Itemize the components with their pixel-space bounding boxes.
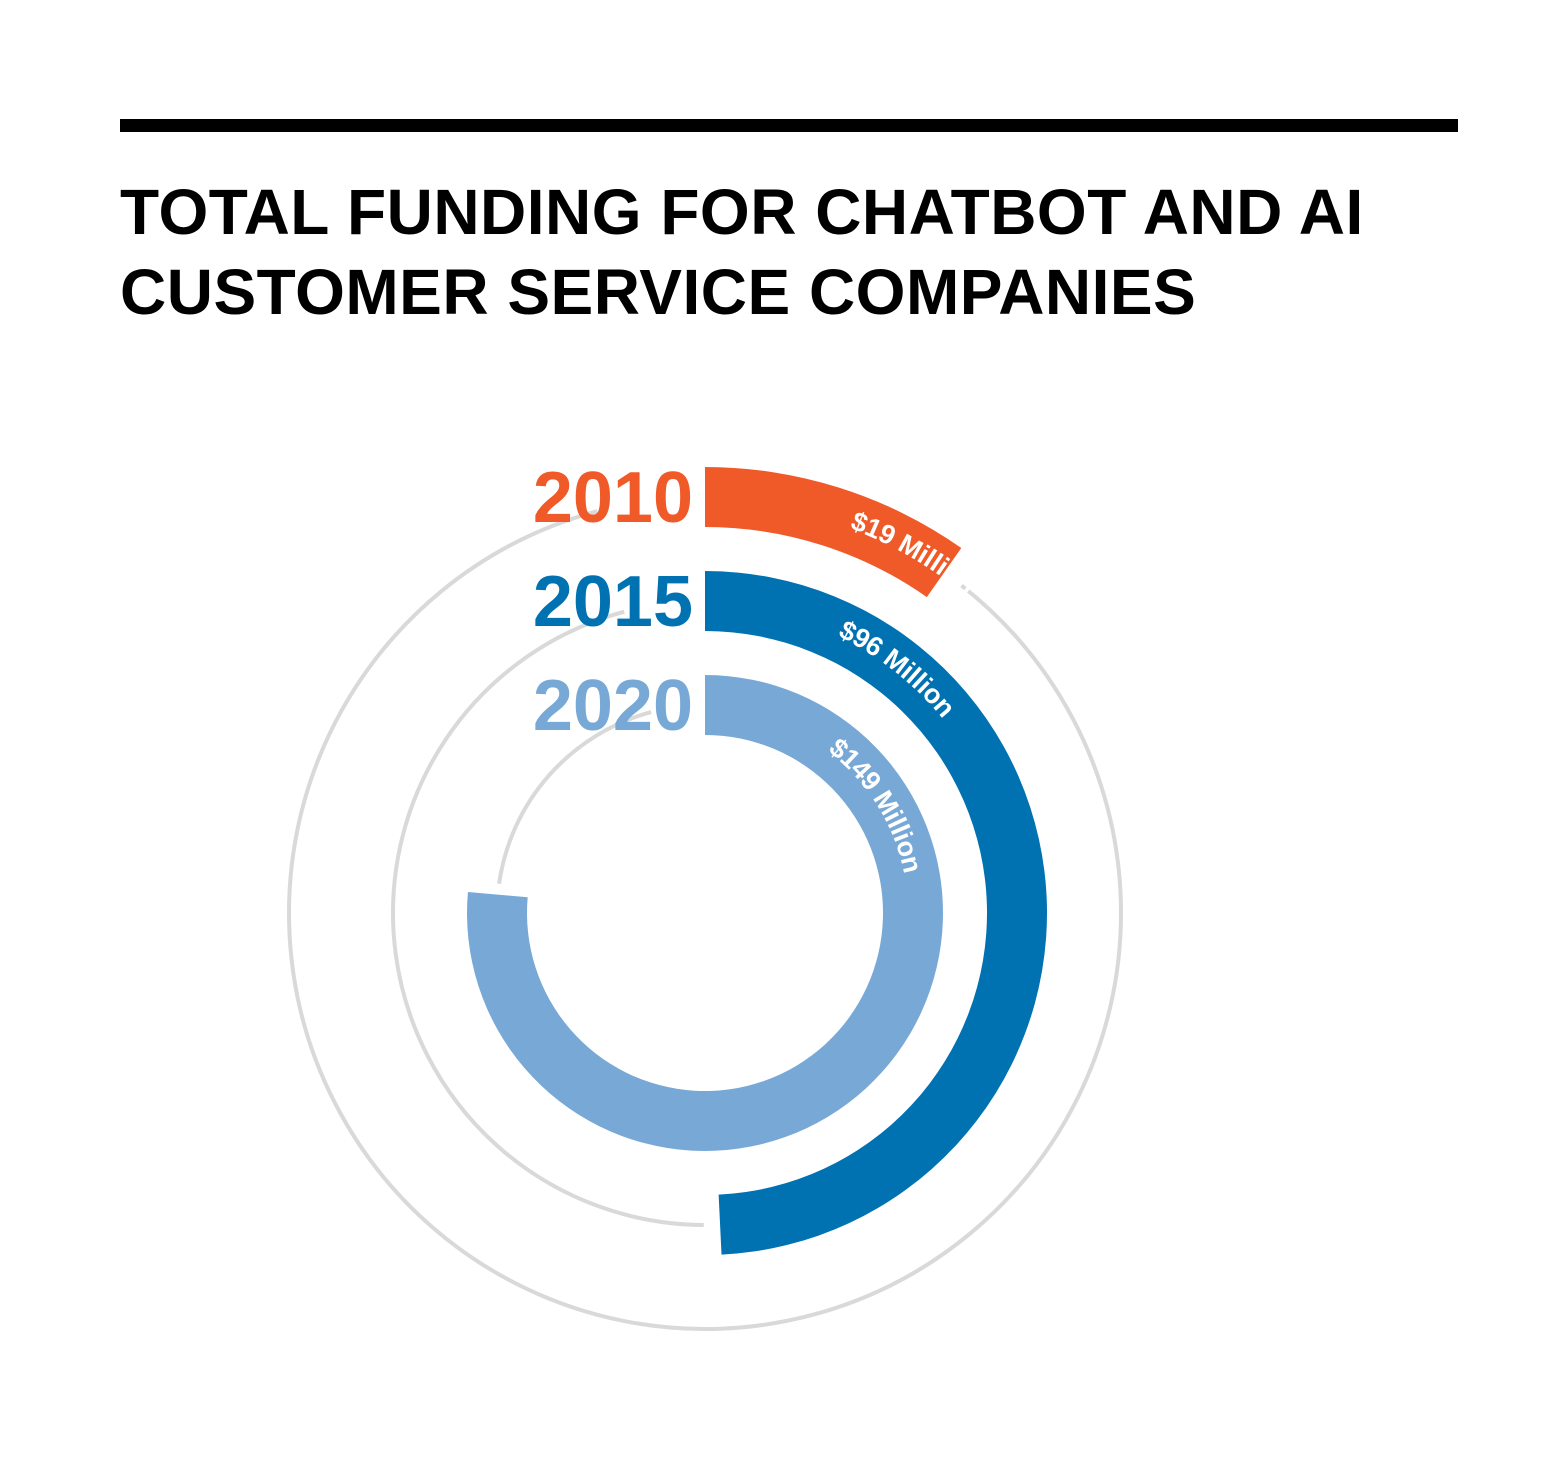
chart-title-line-2: CUSTOMER SERVICE COMPANIES	[120, 256, 1197, 328]
chart-title-line-1: TOTAL FUNDING FOR CHATBOT AND AI	[120, 176, 1364, 248]
year-label-2015: 2015	[533, 562, 693, 642]
year-label-2020: 2020	[533, 666, 693, 746]
year-label-2010: 2010	[533, 458, 693, 538]
chart-title: TOTAL FUNDING FOR CHATBOT AND AI CUSTOME…	[120, 172, 1460, 332]
track-2015	[391, 609, 704, 1227]
track-2020	[497, 710, 652, 885]
background-tracks	[287, 509, 1123, 1331]
bar-2020	[466, 675, 943, 1151]
bars	[466, 467, 1047, 1255]
top-rule	[120, 119, 1458, 132]
bar-2010	[705, 467, 962, 598]
year-labels: 2010 2015 2020	[533, 458, 693, 746]
bar-2015	[705, 571, 1047, 1255]
track-2010	[287, 509, 1123, 1331]
